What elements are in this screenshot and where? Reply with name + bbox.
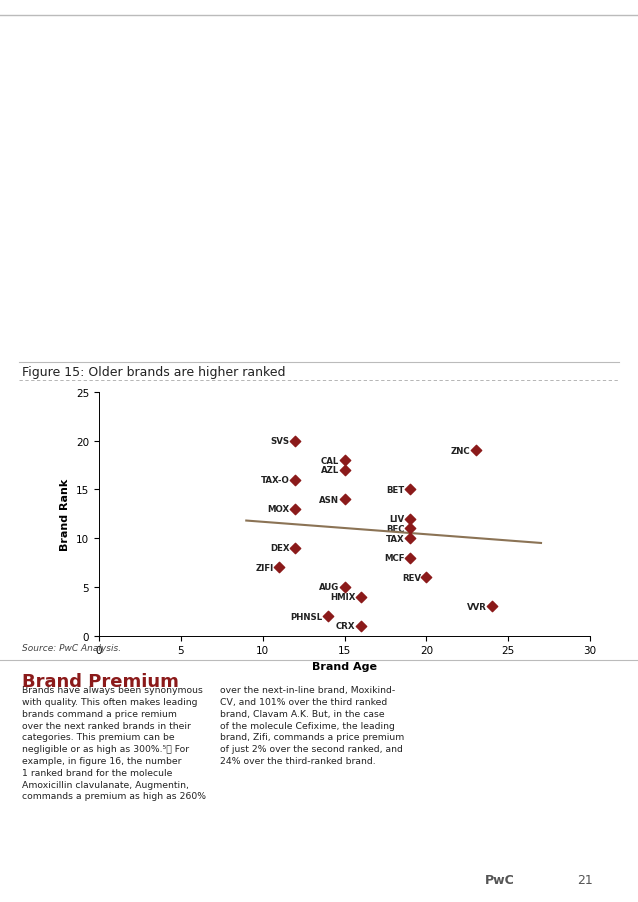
Point [290, 541, 300, 556]
Text: Brands have always been synonymous
with quality. This often makes leading
brands: Brands have always been synonymous with … [22, 686, 206, 801]
Text: PHNSL: PHNSL [290, 612, 323, 621]
Point [290, 434, 300, 448]
Text: AZL: AZL [321, 465, 339, 474]
Y-axis label: Brand Rank: Brand Rank [61, 478, 70, 550]
Point [421, 570, 431, 584]
Text: CAL: CAL [321, 456, 339, 465]
Text: TAX: TAX [386, 534, 404, 543]
Text: Source: PwC Analysis.: Source: PwC Analysis. [22, 643, 121, 652]
Text: MCF: MCF [384, 554, 404, 563]
Point [323, 609, 333, 623]
Point [405, 511, 415, 526]
Text: AUG: AUG [319, 583, 339, 592]
Point [339, 492, 350, 507]
Text: 21: 21 [577, 873, 593, 886]
Point [487, 600, 497, 614]
Text: LIV: LIV [389, 514, 404, 523]
Text: MOX: MOX [268, 505, 290, 514]
Text: BEC: BEC [386, 524, 404, 533]
Point [405, 521, 415, 536]
Point [339, 463, 350, 477]
Point [356, 590, 366, 604]
Point [290, 502, 300, 517]
Text: HMIX: HMIX [330, 593, 355, 602]
Text: BET: BET [386, 485, 404, 494]
Text: “Brand premium differs from
therapeutic area to therapeutic
area. There are inst: “Brand premium differs from therapeutic … [420, 686, 598, 802]
Point [339, 454, 350, 468]
Text: PwC: PwC [485, 873, 515, 886]
Point [274, 560, 284, 575]
Text: ASN: ASN [319, 495, 339, 504]
Point [339, 580, 350, 594]
Text: TAX-O: TAX-O [261, 475, 290, 484]
Text: Brand Premium: Brand Premium [22, 672, 179, 690]
Text: SVS: SVS [271, 437, 290, 446]
Point [356, 619, 366, 633]
Point [405, 531, 415, 546]
Text: REV: REV [402, 573, 421, 582]
Point [405, 551, 415, 566]
X-axis label: Brand Age: Brand Age [312, 661, 377, 671]
Text: CRX: CRX [336, 621, 355, 630]
Text: ZIFI: ZIFI [255, 563, 274, 572]
Text: ZNC: ZNC [450, 446, 470, 456]
Text: over the next-in-line brand, Moxikind-
CV, and 101% over the third ranked
brand,: over the next-in-line brand, Moxikind- C… [220, 686, 404, 765]
Text: DEX: DEX [271, 544, 290, 553]
Text: Figure 15: Older brands are higher ranked: Figure 15: Older brands are higher ranke… [22, 365, 286, 378]
Text: VVR: VVR [466, 603, 486, 612]
Point [470, 444, 480, 458]
Point [290, 473, 300, 487]
Point [405, 483, 415, 497]
